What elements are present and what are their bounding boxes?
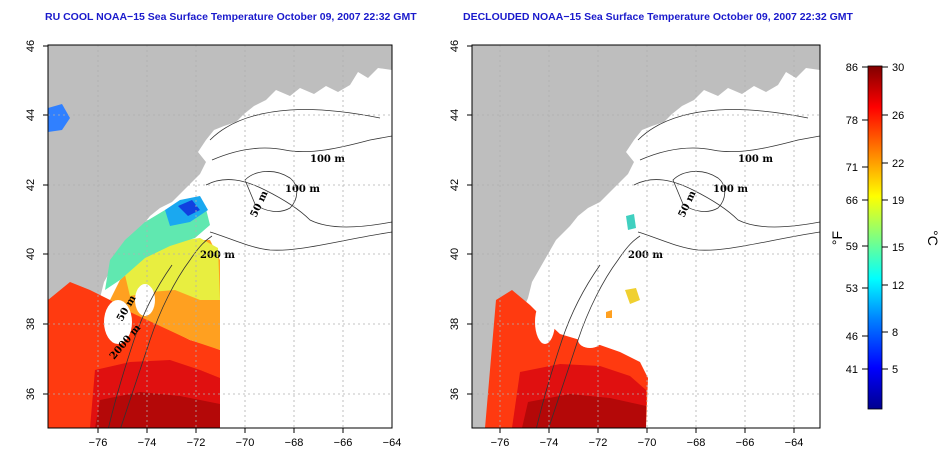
graticule (472, 45, 820, 428)
fahrenheit-tick-label: 78 (846, 115, 858, 127)
celsius-tick-label: 8 (892, 327, 898, 339)
lon-tick-label: −76 (491, 437, 510, 449)
fahrenheit-tick-label: 46 (846, 331, 858, 343)
sst-cold-patch (178, 200, 200, 216)
lat-tick-label: 36 (449, 388, 461, 400)
left-map-title: RU COOL NOAA−15 Sea Surface Temperature … (45, 11, 417, 23)
lon-tick-label: −74 (138, 437, 157, 449)
right-map-title: DECLOUDED NOAA−15 Sea Surface Temperatur… (463, 11, 853, 23)
fahrenheit-unit-label: °F (829, 231, 845, 245)
axis-ticks (467, 45, 795, 433)
celsius-tick-label: 26 (892, 110, 904, 122)
fahrenheit-tick-label: 41 (846, 364, 858, 376)
celsius-tick-label: 15 (892, 242, 904, 254)
sst-patch (626, 214, 636, 230)
lat-tick-label: 42 (449, 179, 461, 191)
contour-label: 100 m (713, 184, 748, 195)
contour-label: 200 m (628, 250, 663, 261)
cloud-gap (535, 300, 555, 344)
colorbar: 86 78 71 66 59 53 46 41 30 26 22 19 15 1… (829, 62, 941, 410)
lon-tick-label: −72 (589, 437, 608, 449)
lon-tick-label: −64 (383, 437, 402, 449)
cloud-gap (578, 332, 602, 348)
axis-ticks (43, 45, 344, 433)
contour-label: 100 m (285, 184, 320, 195)
lat-tick-label: 38 (25, 318, 37, 330)
fahrenheit-tick-label: 71 (846, 162, 858, 174)
lon-tick-label: −66 (334, 437, 353, 449)
celsius-tick-label: 5 (892, 364, 898, 376)
fahrenheit-tick-label: 86 (846, 62, 858, 74)
lon-tick-label: −70 (236, 437, 255, 449)
lat-tick-label: 40 (25, 248, 37, 260)
contour-label: 100 m (738, 154, 773, 165)
land-mass (48, 45, 392, 428)
sst-core-region (95, 392, 220, 428)
right-map: 100 m 100 m 50 m 200 m (449, 40, 821, 449)
contour-label: 200 m (200, 250, 235, 261)
lat-tick-label: 46 (449, 40, 461, 52)
map-frame (471, 44, 821, 429)
contour-label: 100 m (310, 154, 345, 165)
lon-tick-label: −76 (89, 437, 108, 449)
lat-tick-label: 38 (449, 318, 461, 330)
lat-tick-label: 44 (25, 109, 37, 121)
lon-tick-label: −64 (785, 437, 804, 449)
fahrenheit-tick-label: 53 (846, 283, 858, 295)
sst-cool-region (105, 204, 210, 290)
celsius-tick-label: 19 (892, 195, 904, 207)
sst-core-region (522, 394, 646, 428)
fahrenheit-tick-label: 59 (846, 241, 858, 253)
sst-patch (606, 310, 612, 318)
lon-tick-label: −68 (687, 437, 706, 449)
cloud-gap (104, 300, 132, 344)
bathymetry-contours (536, 109, 820, 428)
lat-tick-label: 36 (25, 388, 37, 400)
lon-tick-label: −68 (285, 437, 304, 449)
graticule (48, 45, 392, 428)
bathymetry-contours (108, 109, 392, 428)
lon-tick-label: −70 (638, 437, 657, 449)
celsius-unit-label: °C (925, 230, 941, 246)
map-frame (47, 44, 393, 429)
lat-tick-label: 42 (25, 179, 37, 191)
fahrenheit-tick-label: 66 (846, 195, 858, 207)
lon-tick-label: −66 (736, 437, 755, 449)
land-mass (472, 45, 820, 428)
celsius-tick-label: 12 (892, 280, 904, 292)
cloud-gap (135, 284, 155, 316)
colorbar-gradient-bar (867, 65, 883, 410)
sst-north-patch (48, 104, 70, 132)
left-map: 100 m 100 m 50 m 200 m 50 m 2000 m (25, 40, 401, 449)
lat-tick-label: 40 (449, 248, 461, 260)
lon-tick-label: −74 (540, 437, 559, 449)
lat-tick-label: 44 (449, 109, 461, 121)
sst-patch (625, 288, 640, 304)
celsius-tick-label: 22 (892, 158, 904, 170)
lat-tick-label: 46 (25, 40, 37, 52)
lon-tick-label: −72 (187, 437, 206, 449)
celsius-tick-label: 30 (892, 62, 904, 74)
